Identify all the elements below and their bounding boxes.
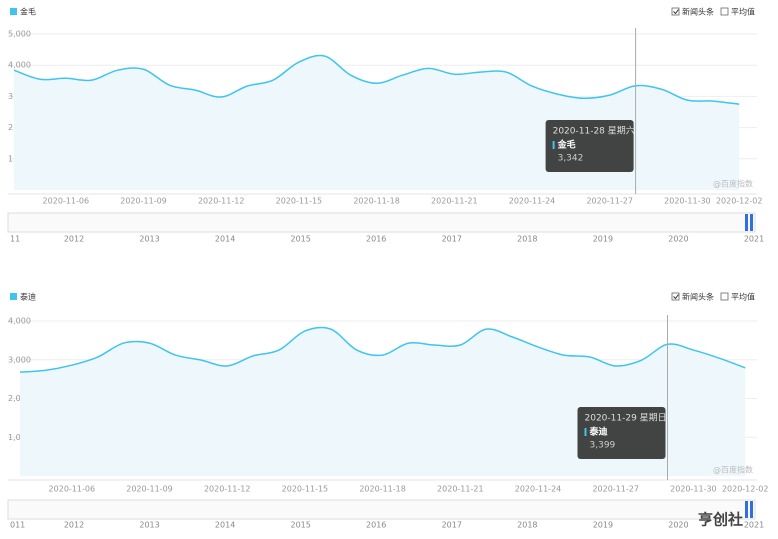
- tooltip-swatch: [552, 141, 555, 149]
- x-tick-label: 2020-11-27: [586, 197, 633, 206]
- timeline-label: 2013: [139, 521, 159, 530]
- timeline-label: 2014: [215, 235, 235, 244]
- tooltip-title: 2020-11-29 星期日: [585, 413, 667, 424]
- timeline-label: 2015: [290, 235, 310, 244]
- timeline-label: 2018: [517, 521, 537, 530]
- x-tick-label: 2020-11-12: [198, 197, 245, 206]
- tooltip-name: 金毛: [557, 139, 576, 151]
- checkbox[interactable]: [720, 292, 729, 301]
- y-tick-label: 5,000: [8, 30, 31, 39]
- x-tick-label: 2020-11-18: [353, 197, 400, 206]
- check-mark: [673, 9, 679, 15]
- timeline-label: 2019: [593, 521, 613, 530]
- timeline-label: 2014: [215, 521, 235, 530]
- option-label[interactable]: 平均值: [731, 7, 755, 17]
- timeline-slider: [7, 499, 756, 520]
- x-tick-label: 2020-12-02: [716, 197, 763, 206]
- x-tick-label: 2020-11-09: [120, 197, 167, 206]
- tooltip-box: [577, 407, 666, 459]
- source-label: @百度指数: [713, 465, 753, 475]
- timeline-label: 2016: [366, 235, 386, 244]
- slider-handle[interactable]: [750, 214, 753, 231]
- y-tick-label: 4,000: [8, 317, 31, 326]
- timeline-label: 2020: [668, 521, 688, 530]
- series-line: [19, 326, 746, 373]
- x-tick-label: 2020-11-06: [49, 485, 96, 494]
- x-tick-label: 2020-11-18: [359, 485, 406, 494]
- timeline-label: 2017: [442, 521, 462, 530]
- timeline-slider: [7, 212, 756, 233]
- area: [20, 327, 746, 476]
- checkbox[interactable]: [720, 7, 729, 16]
- slider-handle[interactable]: [750, 501, 753, 518]
- source-label: @百度指数: [713, 179, 753, 189]
- y-tick-label: 1,000: [8, 433, 31, 442]
- legend-swatch: [10, 293, 17, 300]
- option-label[interactable]: 新闻头条: [682, 7, 714, 17]
- option-label[interactable]: 平均值: [731, 292, 755, 302]
- x-tick-label: 2020-11-21: [437, 485, 484, 494]
- timeline-label: 2017: [442, 235, 462, 244]
- timeline-label: 2015: [290, 521, 310, 530]
- option-label[interactable]: 新闻头条: [682, 292, 714, 302]
- x-tick-label: 2020-12-02: [722, 485, 769, 494]
- x-tick-label: 2020-11-15: [282, 485, 329, 494]
- tooltip-name: 泰迪: [589, 426, 608, 438]
- timeline-label: 2012: [64, 521, 84, 530]
- x-tick-label: 2020-11-24: [515, 485, 562, 494]
- timeline-label: 2012: [64, 235, 84, 244]
- timeline-label: 011: [10, 521, 25, 530]
- slider-handle[interactable]: [745, 214, 748, 231]
- x-tick-label: 2020-11-12: [204, 485, 251, 494]
- x-tick-label: 2020-11-27: [592, 485, 639, 494]
- series-line: [13, 54, 740, 105]
- timeline-label: 2021: [744, 521, 764, 530]
- x-tick-label: 2020-11-30: [664, 197, 711, 206]
- timeline-label: 2016: [366, 521, 386, 530]
- y-tick-label: 2,000: [8, 394, 31, 403]
- tooltip-value: 3,342: [558, 154, 584, 164]
- timeline-label: 2019: [593, 235, 613, 244]
- checkbox[interactable]: [671, 7, 680, 16]
- timeline-label: 2021: [744, 235, 764, 244]
- checkbox[interactable]: [671, 292, 680, 301]
- x-tick-label: 2020-11-30: [670, 485, 717, 494]
- tooltip-value: 3,399: [590, 441, 616, 451]
- check-mark: [673, 294, 679, 300]
- watermark: 亨创社: [698, 511, 743, 529]
- tooltip-title: 2020-11-28 星期六: [553, 125, 635, 137]
- tooltip-box: [545, 120, 634, 172]
- timeline-label: 2018: [517, 235, 537, 244]
- legend-label: 金毛: [20, 7, 36, 17]
- tooltip-swatch: [584, 428, 587, 436]
- legend-swatch: [10, 8, 17, 15]
- y-tick-label: 4,000: [8, 61, 31, 70]
- timeline-label: 11: [10, 235, 20, 244]
- x-tick-label: 2020-11-21: [431, 197, 478, 206]
- y-tick-label: 3,000: [8, 355, 31, 364]
- x-tick-label: 2020-11-09: [126, 485, 173, 494]
- legend-label: 泰迪: [20, 292, 36, 302]
- x-tick-label: 2020-11-15: [276, 197, 323, 206]
- x-tick-label: 2020-11-24: [509, 197, 556, 206]
- timeline-label: 2020: [668, 235, 688, 244]
- x-tick-label: 2020-11-06: [43, 197, 90, 206]
- timeline-label: 2013: [139, 235, 159, 244]
- slider-handle[interactable]: [745, 501, 748, 518]
